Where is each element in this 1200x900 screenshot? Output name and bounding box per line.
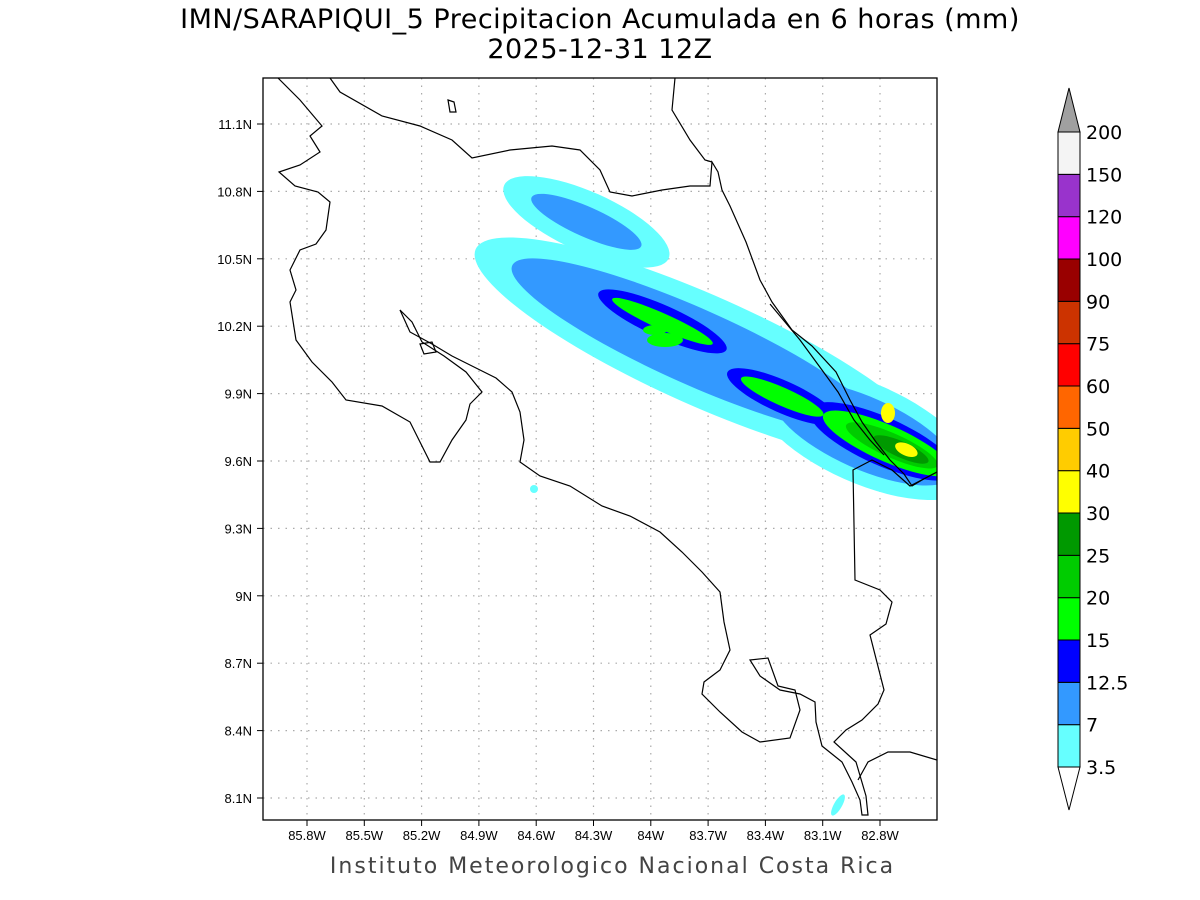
precip-30: [895, 442, 918, 458]
colorbar-under-arrow: [1057, 766, 1081, 811]
precip-3.5: [530, 485, 538, 493]
lon-tick-label: 85.8W: [288, 828, 326, 843]
precip-15: [612, 297, 713, 345]
colorbar-swatch: [1057, 427, 1081, 472]
lat-tick-label: 8.1N: [225, 791, 252, 806]
precip-30: [881, 403, 895, 423]
colorbar-level-label: 20: [1086, 588, 1110, 610]
lon-tick-label: 84.6W: [517, 828, 555, 843]
colorbar-swatch: [1057, 258, 1081, 302]
lat-tick-label: 10.5N: [217, 252, 252, 267]
chart-title: IMN/SARAPIQUI_5 Precipitacion Acumulada …: [180, 4, 1020, 35]
lat-tick-label: 9.9N: [225, 387, 252, 402]
colorbar-level-label: 75: [1086, 334, 1110, 356]
lon-tick-label: 83.1W: [804, 828, 842, 843]
lon-tick-label: 84.9W: [460, 828, 498, 843]
colorbar-swatch: [1057, 724, 1081, 768]
lat-tick-label: 9.3N: [225, 521, 252, 536]
lon-tick-label: 82.8W: [861, 828, 899, 843]
colorbar-swatch: [1057, 681, 1081, 726]
map-frame: [262, 77, 938, 821]
colorbar-level-label: 15: [1086, 630, 1110, 652]
colorbar-level-label: 150: [1086, 164, 1122, 186]
colorbar-level-label: 30: [1086, 503, 1110, 525]
lat-tick-label: 9N: [235, 589, 252, 604]
colorbar-swatch: [1057, 639, 1081, 683]
colorbar-swatch: [1057, 173, 1081, 218]
lon-tick-label: 85.5W: [346, 828, 384, 843]
coastlines: [277, 78, 937, 816]
colorbar-level-label: 12.5: [1086, 672, 1128, 694]
footer-credit: Instituto Meteorologico Nacional Costa R…: [329, 854, 896, 879]
colorbar-swatch: [1057, 216, 1081, 260]
colorbar-level-label: 200: [1086, 122, 1122, 144]
precipitation-field: [474, 176, 937, 816]
precip-15: [643, 325, 667, 335]
precip-7: [531, 193, 642, 250]
colorbar-swatch: [1057, 343, 1081, 387]
colorbar-level-label: 7: [1086, 715, 1098, 737]
colorbar-level-label: 40: [1086, 461, 1110, 483]
colorbar-level-label: 3.5: [1086, 757, 1116, 779]
lat-tick-label: 9.6N: [225, 454, 252, 469]
lon-tick-label: 85.2W: [403, 828, 441, 843]
colorbar-level-label: 60: [1086, 376, 1110, 398]
colorbar-swatch: [1057, 131, 1081, 175]
precip-15: [647, 333, 683, 347]
colorbar-swatch: [1057, 300, 1081, 345]
precip-15: [740, 376, 824, 417]
colorbar-level-label: 120: [1086, 207, 1122, 229]
colorbar-level-label: 50: [1086, 418, 1110, 440]
lat-tick-label: 10.8N: [217, 184, 252, 199]
colorbar-swatch: [1057, 512, 1081, 556]
colorbar-over-arrow: [1057, 87, 1081, 133]
precip-3.5: [831, 794, 845, 816]
colorbar-level-label: 90: [1086, 291, 1110, 313]
lon-tick-label: 83.4W: [747, 828, 785, 843]
lat-tick-label: 8.4N: [225, 724, 252, 739]
lat-tick-label: 11.1N: [218, 117, 252, 132]
colorbar-level-label: 100: [1086, 249, 1122, 271]
colorbar-legend: 3.5 7 12.5 15 20 25 30 40 50 60 75 90 100 120 150 200: [1057, 87, 1128, 811]
lat-tick-label: 10.2N: [217, 319, 252, 334]
longitude-axis: 85.8W 85.5W 85.2W 84.9W 84.6W 84.3W 84W 83.7W 83…: [288, 820, 900, 843]
colorbar-swatch: [1057, 385, 1081, 429]
colorbar-level-label: 25: [1086, 545, 1110, 567]
chart-subtitle: 2025-12-31 12Z: [487, 34, 713, 65]
lon-tick-label: 83.7W: [689, 828, 727, 843]
colorbar-swatch: [1057, 597, 1081, 641]
latitude-axis: 11.1N 10.8N 10.5N 10.2N 9.9N 9.6N 9.3N 9N 8.7N 8.…: [217, 117, 263, 806]
lon-tick-label: 84.3W: [575, 828, 613, 843]
colorbar-swatch: [1057, 554, 1081, 599]
lat-tick-label: 8.7N: [225, 656, 252, 671]
colorbar-swatch: [1057, 470, 1081, 514]
lon-tick-label: 84W: [637, 828, 664, 843]
